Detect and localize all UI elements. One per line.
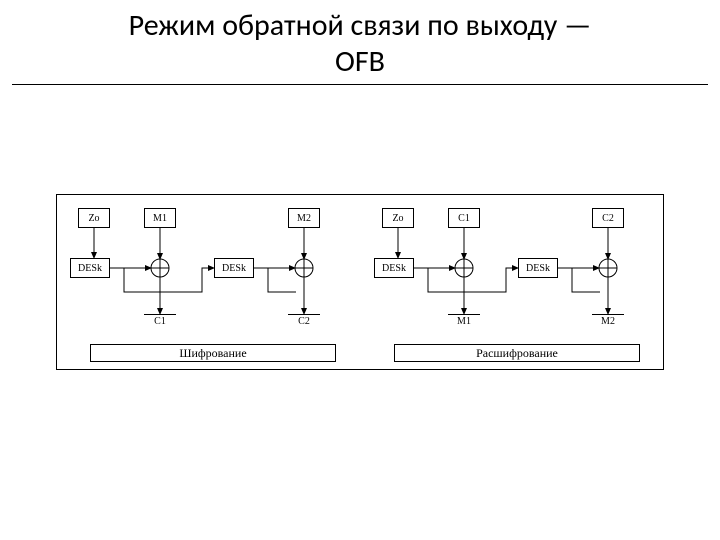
dec-m2: M2 [592,316,624,327]
enc-m1: M1 [144,208,176,228]
dec-c2: C2 [592,208,624,228]
dec-m2-line [592,314,624,315]
dec-des1: DESk [374,258,414,278]
dec-c1: C1 [448,208,480,228]
enc-c2: C2 [288,316,320,327]
slide-title: Режим обратной связи по выходу — OFB [0,8,720,80]
section-label-enc: Шифрование [90,344,336,362]
enc-c1: C1 [144,316,176,327]
dec-z0: Zо [382,208,414,228]
title-line-1: Режим обратной связи по выходу — [129,7,592,44]
enc-m2: M2 [288,208,320,228]
title-underline [12,84,708,85]
title-line-2: OFB [335,43,385,80]
enc-c1-line [144,314,176,315]
enc-des1: DESk [70,258,110,278]
dec-m1: M1 [448,316,480,327]
section-label-dec: Расшифрование [394,344,640,362]
dec-des2: DESk [518,258,558,278]
enc-c2-line [288,314,320,315]
enc-des2: DESk [214,258,254,278]
enc-z0: Zо [78,208,110,228]
dec-m1-line [448,314,480,315]
